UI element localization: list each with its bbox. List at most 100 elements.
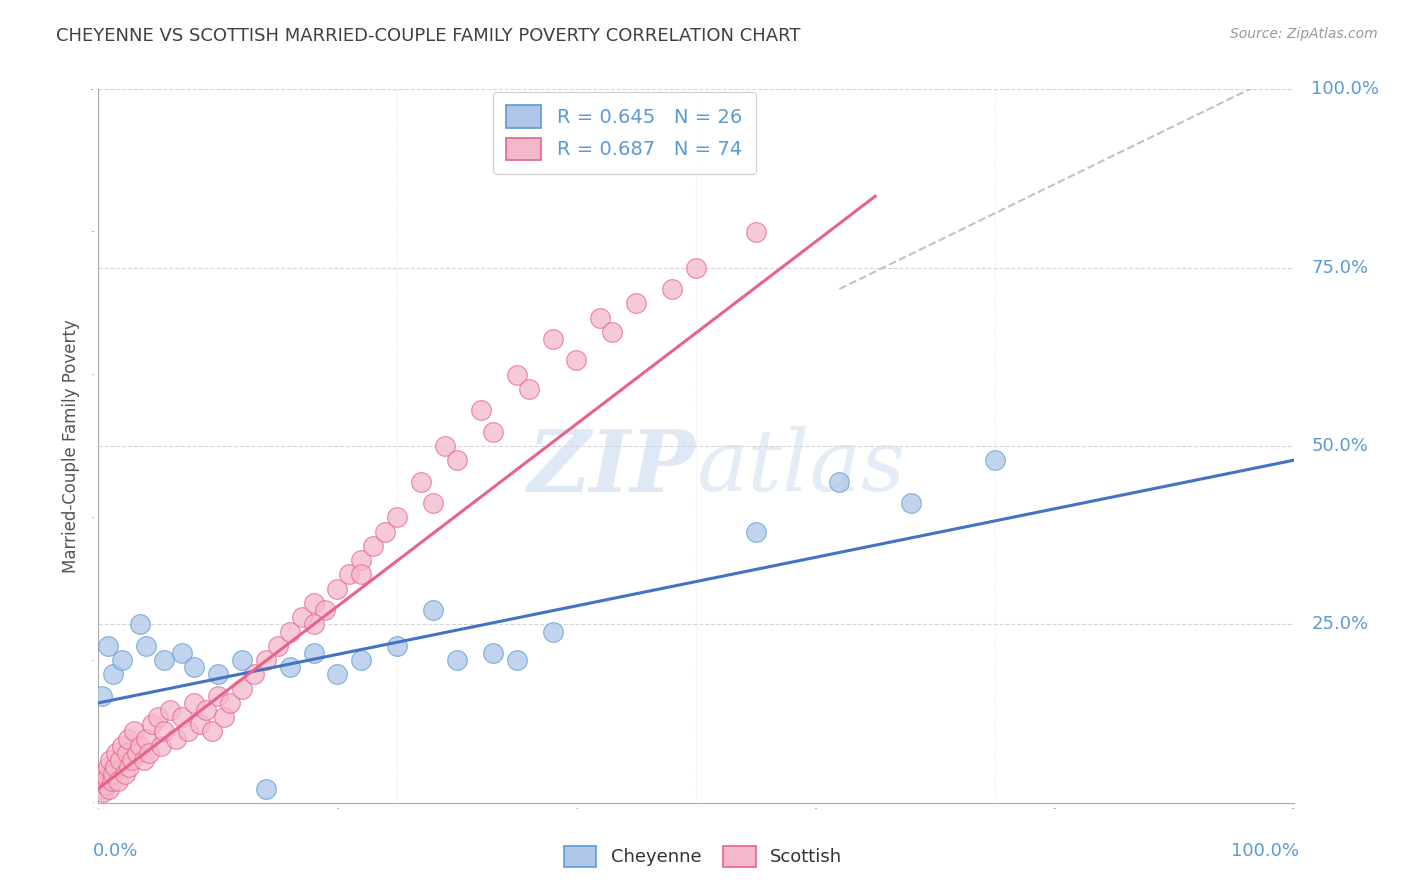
Point: [135, 731, 157, 746]
Text: 25.0%: 25.0%: [1312, 615, 1368, 633]
Point: [745, 225, 768, 239]
Point: [125, 746, 148, 760]
Point: [129, 739, 152, 753]
Point: [107, 774, 129, 789]
Point: [350, 567, 373, 582]
Text: ZIP: ZIP: [529, 425, 696, 509]
Point: [149, 739, 172, 753]
Point: [129, 617, 152, 632]
Point: [135, 639, 157, 653]
Point: [138, 746, 160, 760]
Point: [506, 368, 529, 382]
Point: [626, 296, 648, 310]
Point: [159, 703, 181, 717]
Point: [374, 524, 396, 539]
Point: [385, 510, 409, 524]
Point: [212, 710, 235, 724]
Point: [984, 453, 1007, 467]
Text: Source: ZipAtlas.com: Source: ZipAtlas.com: [1230, 27, 1378, 41]
Point: [326, 582, 349, 596]
Text: 75.0%: 75.0%: [1312, 259, 1368, 277]
Point: [201, 724, 224, 739]
Point: [188, 717, 211, 731]
Point: [422, 603, 444, 617]
Point: [278, 624, 301, 639]
Point: [96, 771, 118, 785]
Point: [121, 753, 143, 767]
Point: [254, 653, 277, 667]
Point: [153, 724, 176, 739]
Point: [98, 781, 121, 796]
Point: [565, 353, 588, 368]
Point: [302, 646, 325, 660]
Point: [350, 653, 373, 667]
Text: 50.0%: 50.0%: [1312, 437, 1368, 455]
Point: [411, 475, 433, 489]
Point: [291, 610, 314, 624]
Point: [602, 325, 624, 339]
Point: [339, 567, 361, 582]
Point: [900, 496, 922, 510]
Point: [541, 624, 564, 639]
Point: [350, 553, 373, 567]
Point: [118, 760, 141, 774]
Point: [482, 425, 505, 439]
Point: [111, 653, 134, 667]
Point: [91, 774, 114, 789]
Point: [302, 617, 325, 632]
Point: [105, 746, 128, 760]
Point: [302, 596, 325, 610]
Point: [183, 696, 205, 710]
Point: [172, 710, 194, 724]
Point: [470, 403, 492, 417]
Point: [446, 453, 468, 467]
Text: 0.0%: 0.0%: [93, 842, 138, 860]
Text: CHEYENNE VS SCOTTISH MARRIED-COUPLE FAMILY POVERTY CORRELATION CHART: CHEYENNE VS SCOTTISH MARRIED-COUPLE FAMI…: [56, 27, 801, 45]
Point: [506, 653, 529, 667]
Point: [91, 785, 114, 799]
Point: [422, 496, 444, 510]
Point: [243, 667, 266, 681]
Text: 100.0%: 100.0%: [1232, 842, 1299, 860]
Point: [177, 724, 200, 739]
Point: [132, 753, 155, 767]
Text: 100.0%: 100.0%: [1312, 80, 1379, 98]
Point: [278, 660, 301, 674]
Point: [148, 710, 170, 724]
Point: [101, 767, 124, 781]
Point: [589, 310, 612, 325]
Point: [114, 767, 136, 781]
Point: [94, 778, 117, 792]
Point: [231, 653, 253, 667]
Point: [517, 382, 540, 396]
Point: [153, 653, 176, 667]
Point: [97, 760, 120, 774]
Legend: Cheyenne, Scottish: Cheyenne, Scottish: [557, 838, 849, 874]
Point: [828, 475, 851, 489]
Point: [183, 660, 205, 674]
Point: [165, 731, 187, 746]
Point: [685, 260, 707, 275]
Point: [108, 753, 131, 767]
Point: [141, 717, 163, 731]
Point: [172, 646, 194, 660]
Point: [124, 724, 146, 739]
Point: [93, 767, 115, 781]
Text: atlas: atlas: [696, 426, 905, 508]
Point: [90, 781, 112, 796]
Point: [541, 332, 564, 346]
Point: [254, 781, 277, 796]
Point: [104, 760, 127, 774]
Point: [434, 439, 457, 453]
Point: [446, 653, 468, 667]
Point: [482, 646, 505, 660]
Point: [100, 774, 122, 789]
Point: [207, 689, 229, 703]
Point: [661, 282, 683, 296]
Y-axis label: Married-Couple Family Poverty: Married-Couple Family Poverty: [62, 319, 80, 573]
Point: [315, 603, 337, 617]
Legend: R = 0.645   N = 26, R = 0.687   N = 74: R = 0.645 N = 26, R = 0.687 N = 74: [492, 92, 756, 174]
Point: [363, 539, 385, 553]
Point: [267, 639, 290, 653]
Point: [231, 681, 253, 696]
